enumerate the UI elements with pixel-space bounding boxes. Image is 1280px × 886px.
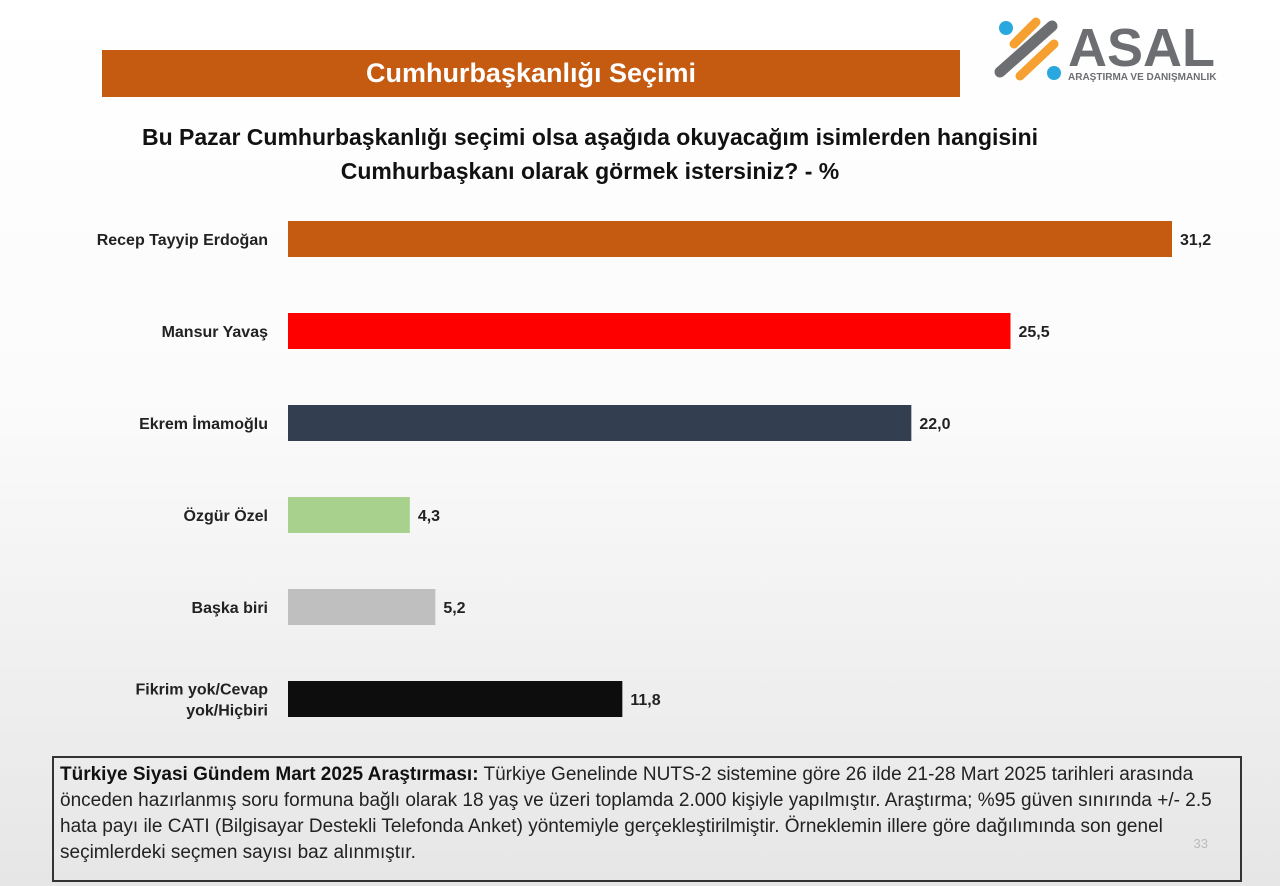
section-title: Cumhurbaşkanlığı Seçimi <box>365 58 697 88</box>
category-label: Fikrim yok/Cevap yok/Hiçbiri <box>136 682 269 720</box>
bar <box>288 405 912 441</box>
logo-mark-icon <box>994 17 1061 81</box>
category-label: Özgür Özel <box>184 506 268 525</box>
data-label: 5,2 <box>443 600 465 617</box>
category-label: Mansur Yavaş <box>162 324 269 341</box>
data-label: 4,3 <box>418 508 440 525</box>
svg-text:ARAŞTIRMA VE DANIŞMANLIK: ARAŞTIRMA VE DANIŞMANLIK <box>1068 72 1217 83</box>
data-label: 25,5 <box>1019 324 1050 341</box>
category-label: Başka biri <box>192 600 268 617</box>
category-label: Ekrem İmamoğlu <box>139 415 268 433</box>
svg-text:ASAL: ASAL <box>1068 18 1215 78</box>
page-number: 33 <box>1193 836 1208 851</box>
category-label: Recep Tayyip Erdoğan <box>97 232 268 249</box>
methodology-title: Türkiye Siyasi Gündem Mart 2025 Araştırm… <box>60 764 479 785</box>
data-label: 22,0 <box>919 416 950 433</box>
bar <box>288 681 623 717</box>
asal-logo: ASAL ARAŞTIRMA VE DANIŞMANLIK <box>994 17 1217 83</box>
methodology-note: Türkiye Siyasi Gündem Mart 2025 Araştırm… <box>52 756 1242 882</box>
methodology-text: Türkiye Genelinde NUTS-2 sistemine göre … <box>60 764 1212 863</box>
bar <box>288 313 1011 349</box>
bar <box>288 497 410 533</box>
section-header: Cumhurbaşkanlığı Seçimi <box>102 50 960 97</box>
chart-title: Bu Pazar Cumhurbaşkanlığı seçimi olsa aş… <box>141 124 1039 184</box>
data-label: 31,2 <box>1180 232 1211 249</box>
bar <box>288 589 436 625</box>
bar <box>288 221 1172 257</box>
data-label: 11,8 <box>630 692 660 709</box>
bar-chart: 31,2 Recep Tayyip Erdoğan 25,5 Mansur Yavaş… <box>97 221 1211 720</box>
